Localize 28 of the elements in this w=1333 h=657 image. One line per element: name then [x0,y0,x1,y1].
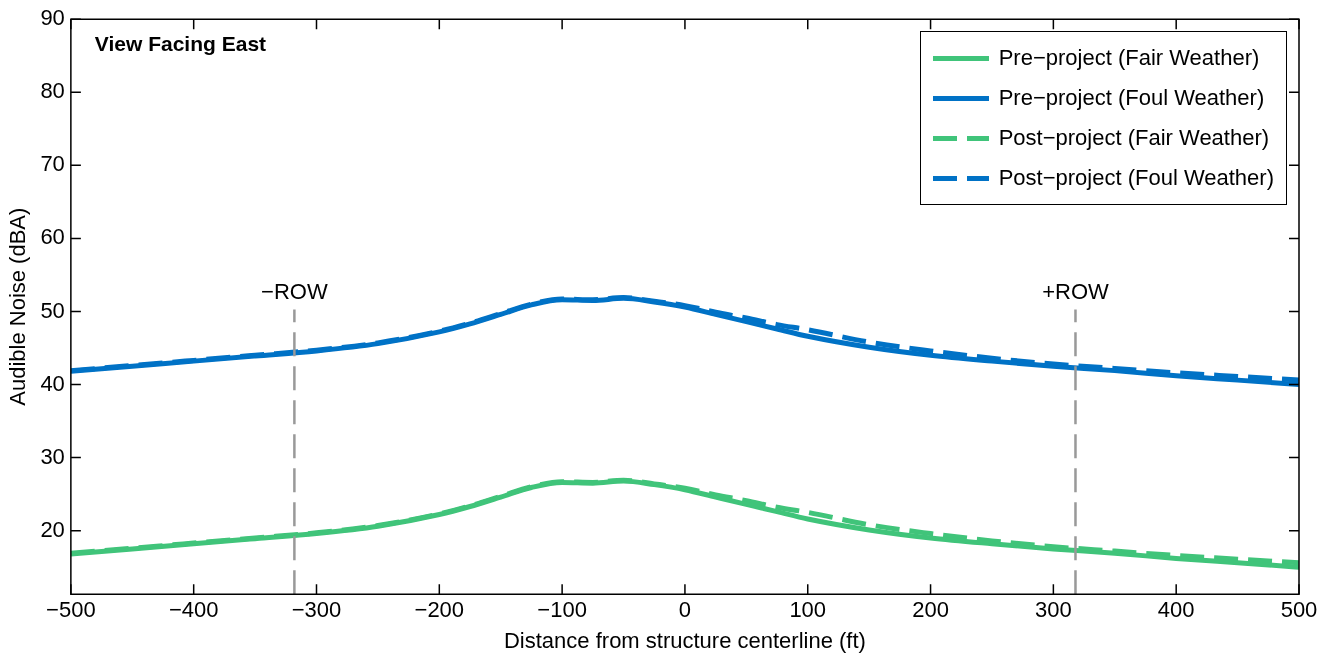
x-tick-label: −400 [168,597,219,623]
x-tick-label: 300 [1035,597,1072,623]
x-tick-label: 0 [678,597,692,623]
x-tick-label: −500 [46,597,96,623]
y-axis-title: Audible Noise (dBA) [5,207,31,406]
x-tick-label: 100 [789,597,827,623]
x-tick-label: 400 [1157,597,1195,623]
y-tick-label: 70 [40,151,65,177]
y-tick-label: 30 [40,443,65,469]
x-tick-label: 500 [1280,597,1318,623]
annotation: View Facing East [94,32,267,56]
x-axis-title: Distance from structure centerline (ft) [503,627,866,653]
x-tick-label: −100 [537,597,587,623]
y-tick-label: 50 [40,297,65,323]
legend-label: Pre−project (Fair Weather) [998,45,1260,72]
y-tick-label: 40 [40,370,65,396]
y-tick-label: 90 [40,5,65,31]
legend-label: Pre−project (Foul Weather) [998,85,1265,112]
y-tick-label: 80 [40,78,65,104]
legend-label: Post−project (Foul Weather) [998,165,1274,192]
y-tick-label: 60 [40,224,65,250]
x-tick-label: −300 [291,597,342,623]
ref-line-label: +ROW [1042,278,1110,304]
x-tick-label: −200 [414,597,465,623]
ref-line-label: −ROW [261,278,328,304]
x-tick-label: 200 [912,597,949,623]
y-tick-label: 20 [40,516,65,542]
legend-label: Post−project (Fair Weather) [998,125,1270,152]
